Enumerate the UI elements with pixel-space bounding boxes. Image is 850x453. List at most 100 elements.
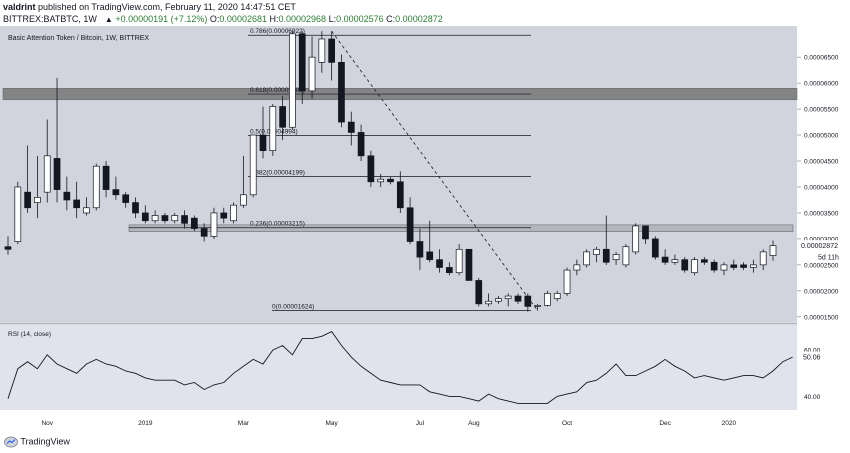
rsi-tick-label: 60.00 [804,348,821,355]
candle-body [328,38,336,63]
low-label: L: [328,14,337,24]
time-tick-label: May [326,420,339,427]
candle-body [181,215,188,224]
candle-down [63,176,71,211]
candle-body [357,132,365,157]
symbol-label[interactable]: BITTREX:BATBTC, 1W [3,14,97,24]
author-name[interactable]: valdrint [3,2,36,12]
candle-body [730,264,738,268]
candle-down [642,225,649,245]
candle-body [269,106,277,151]
candle-body [171,215,179,222]
chart-area[interactable]: 0.786(0.00006922)0.618(0.00005789)0.5(0.… [0,26,850,432]
price-tick-label: 0.00002000 [804,288,839,295]
time-axis[interactable]: Nov 2019 Mar May Jul Aug Oct Dec 2020 [41,420,736,427]
candle-down [387,176,394,185]
candle-up [632,223,640,255]
candle-body [102,165,110,190]
time-tick-label: 2020 [722,420,737,427]
price-change: +0.00000191 (+7.12%) [115,14,208,24]
candle-body [475,280,483,305]
candle-body [622,246,630,266]
candle-body [720,264,728,271]
high-label: H: [269,14,279,24]
candle-body [387,178,394,183]
candle-down [338,54,345,128]
candle-body [740,264,747,268]
candle-down [465,248,473,281]
candle-down [200,223,208,242]
candle-up [210,207,218,239]
candle-down [73,181,81,219]
tradingview-logo-icon [4,436,18,448]
rsi-title: RSI (14, close) [8,331,51,338]
price-tick-label: 0.00001500 [804,314,839,321]
rsi-axis[interactable]: 60.00 40.00 [804,348,821,401]
candle-body [445,267,453,274]
time-tick-label: Dec [659,420,671,427]
price-axis[interactable]: 0.00006500 0.00006000 0.00005500 0.00005000… [797,55,839,322]
rsi-pane[interactable] [0,325,797,410]
candle-down [700,257,708,265]
candle-body [161,215,169,222]
candle-down [475,277,483,307]
candle-body [632,225,640,253]
candle-down [426,220,434,263]
candle-body [200,228,208,237]
chart-title: Basic Attention Token / Bitcoin, 1W, BIT… [8,35,149,42]
candle-up [289,31,296,130]
candle-down [661,249,669,265]
candle-body [298,33,306,92]
high-value: 0.00002968 [278,14,327,24]
candle-body [92,165,100,209]
candle-up [720,262,728,276]
candle-body [416,241,424,258]
candle-body [495,298,502,302]
candle-body [573,264,581,271]
candle-body [279,106,286,128]
change-icon: ▲ [104,15,113,24]
candle-body [563,269,571,294]
candle-up [573,259,581,276]
published-line: valdrint published on TradingView.com, F… [3,2,296,12]
candle-up [269,103,277,156]
price-tick-label: 0.00005500 [804,107,839,114]
candle-up [14,181,22,245]
candle-down [445,262,453,276]
tradingview-brand[interactable]: TradingView [4,436,70,448]
dashed-trend-line[interactable] [331,30,538,311]
candle-down [416,228,424,271]
candle-body [750,264,757,268]
candle-body [249,134,257,196]
candle-body [220,212,228,219]
candle-up [612,251,620,265]
candle-down [710,259,718,273]
candle-up [563,267,571,297]
candle-up [691,257,698,276]
candle-up [34,155,41,219]
candle-body [406,207,414,242]
candle-body [602,248,610,263]
chart-header: valdrint published on TradingView.com, F… [0,0,850,26]
candle-body [426,251,434,261]
candle-up [318,31,326,73]
candle-body [455,248,463,274]
candle-down [220,207,228,224]
price-pane[interactable] [0,26,797,322]
candle-body [465,248,473,281]
candle-up [622,244,630,268]
candle-body [4,246,12,250]
candle-body [681,259,689,271]
candle-body [759,251,767,266]
candlestick-series [4,31,777,312]
candle-body [593,248,600,255]
footer [0,432,850,453]
candle-body [553,293,561,299]
candle-body [485,300,492,305]
candle-up [495,296,502,304]
candle-down [681,257,689,273]
candle-body [534,305,541,307]
rsi-last-bg [797,351,827,363]
candle-up [759,249,767,271]
candle-up [249,134,257,198]
